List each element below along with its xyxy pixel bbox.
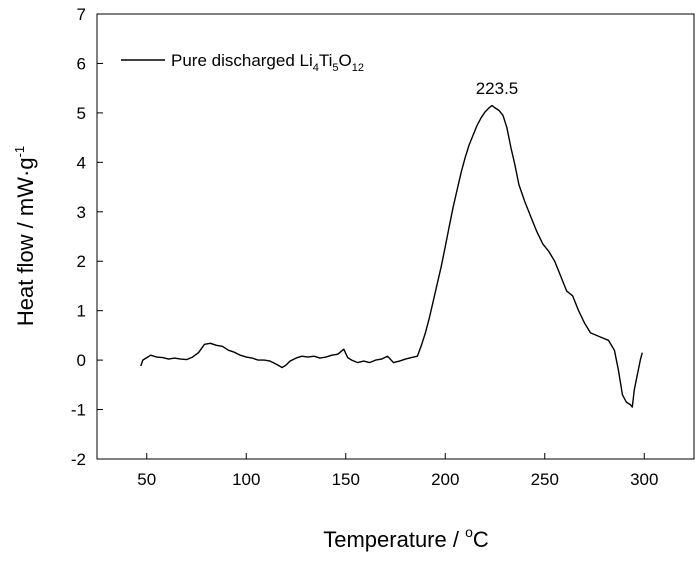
x-tick-label: 200: [431, 470, 459, 489]
x-tick-label: 150: [332, 470, 360, 489]
x-axis-ticks: 50 100 150 200 250 300: [137, 453, 658, 489]
y-tick-label: 6: [77, 54, 86, 73]
legend: Pure discharged Li4Ti5O12: [121, 51, 364, 74]
series-line: [140, 104, 643, 408]
legend-label-sub: 5: [332, 62, 338, 74]
y-tick-label: 1: [77, 302, 86, 321]
x-axis-title-main: Temperature /: [323, 527, 465, 552]
y-tick-label: 5: [77, 104, 86, 123]
y-axis-title-unit: g: [13, 157, 38, 169]
y-axis-title-dot: ·: [13, 170, 38, 177]
y-tick-label: 4: [77, 153, 86, 172]
x-axis-title-sup: o: [465, 524, 473, 540]
legend-label: Pure discharged Li4Ti5O12: [171, 51, 364, 74]
y-tick-label: 7: [77, 5, 86, 24]
y-tick-label: 0: [77, 351, 86, 370]
y-axis-title-sup: -1: [12, 146, 27, 158]
x-tick-label: 50: [137, 470, 156, 489]
legend-label-sub: 12: [352, 62, 364, 74]
y-axis-ticks: -2 -1 0 1 2 3 4 5 6 7: [71, 5, 103, 469]
y-axis-title-main: Heat flow / mW: [13, 177, 38, 326]
peak-annotation: 223.5: [476, 79, 519, 98]
y-tick-label: 3: [77, 203, 86, 222]
legend-label-part: Ti: [319, 51, 333, 70]
legend-label-sub: 4: [313, 62, 319, 74]
plot-frame: [96, 13, 695, 460]
y-axis-title: Heat flow / mW·g-1: [12, 146, 38, 326]
series-layer: [140, 104, 643, 408]
x-tick-label: 100: [232, 470, 260, 489]
x-tick-label: 250: [531, 470, 559, 489]
legend-label-part: O: [339, 51, 352, 70]
legend-label-part: Pure discharged Li: [171, 51, 313, 70]
x-axis-title: Temperature / oC: [323, 524, 489, 552]
y-tick-label: -2: [71, 450, 86, 469]
y-tick-label: -1: [71, 401, 86, 420]
x-axis-title-unit: C: [473, 527, 489, 552]
y-tick-label: 2: [77, 252, 86, 271]
x-tick-label: 300: [630, 470, 658, 489]
